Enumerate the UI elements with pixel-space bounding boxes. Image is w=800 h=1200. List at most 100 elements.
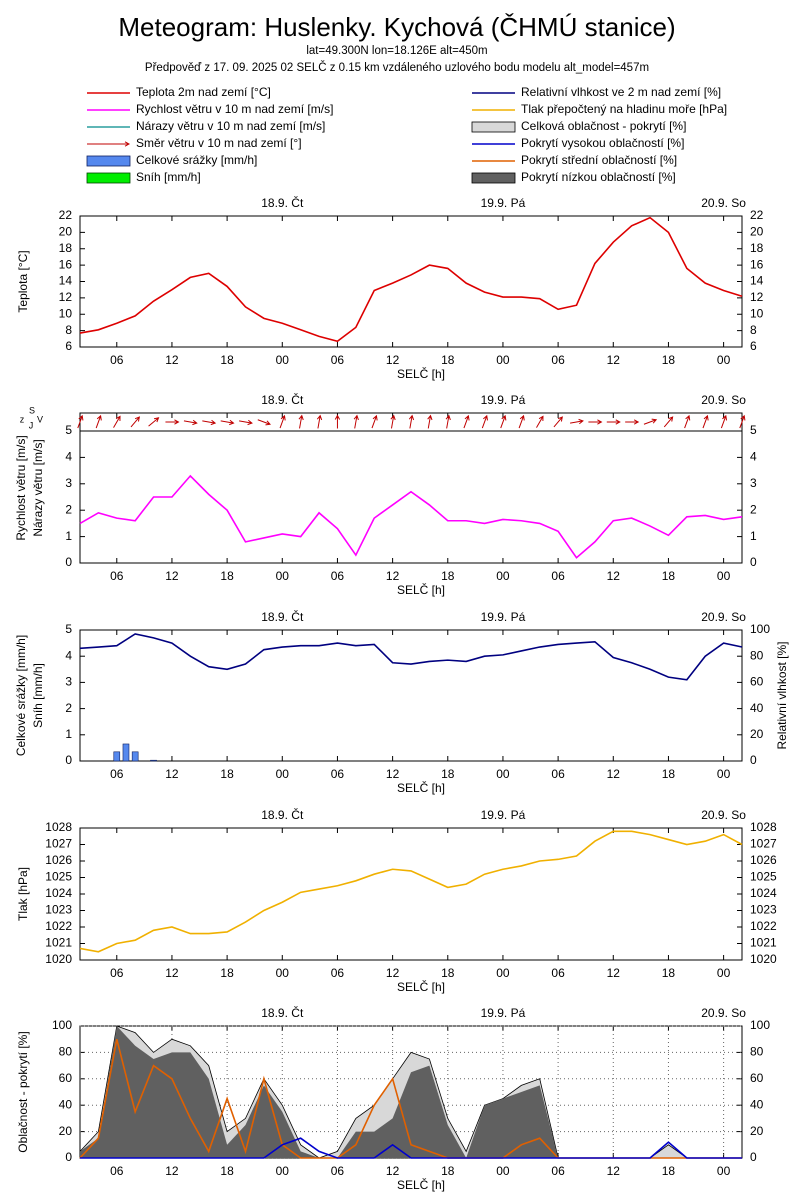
series-line	[79, 830, 743, 953]
day-label: 19.9. Pá	[481, 808, 526, 822]
day-label: 20.9. So	[701, 393, 746, 407]
y-tick-label: 5	[65, 423, 72, 437]
y-axis-label: Tlak [hPa]	[16, 867, 30, 921]
compass-e: V	[37, 414, 43, 424]
wind-arrow	[390, 414, 396, 429]
legend-label: Tlak přepočtený na hladinu moře [hPa]	[521, 102, 727, 116]
compass-s: J	[29, 420, 34, 430]
y-tick-label: 1022	[750, 919, 777, 933]
wind-arrow	[720, 414, 728, 429]
day-label: 18.9. Čt	[261, 1005, 304, 1020]
y-tick-label: 2	[65, 701, 72, 715]
legend-label: Sníh [mm/h]	[136, 170, 201, 184]
x-tick-label: 12	[607, 569, 621, 583]
y-tick-label: 1020	[750, 952, 777, 966]
y-axis-label: Oblačnost - pokrytí [%]	[16, 1031, 30, 1152]
legend-label: Rychlost větru v 10 m nad zemí [m/s]	[136, 102, 333, 116]
series-line	[79, 474, 743, 559]
x-tick-label: 06	[110, 966, 124, 980]
y-tick-label: 40	[59, 1097, 73, 1111]
y-tick-label: 3	[750, 476, 757, 490]
wind-arrow	[130, 416, 141, 428]
y-tick-label: 40	[750, 1097, 764, 1111]
wind-arrow	[739, 414, 746, 429]
x-tick-label: 06	[110, 1164, 124, 1178]
y-tick-label: 22	[59, 208, 73, 222]
x-tick-label: 06	[551, 353, 565, 367]
y-tick-label: 100	[52, 1018, 72, 1032]
x-tick-label: 06	[110, 353, 124, 367]
wind-arrow	[298, 414, 304, 429]
x-tick-label: 00	[496, 353, 510, 367]
y-tick-label: 14	[59, 274, 73, 288]
x-tick-label: 18	[220, 966, 234, 980]
legend-swatch	[86, 172, 131, 184]
x-tick-label: 12	[165, 966, 179, 980]
x-tick-label: 00	[496, 1164, 510, 1178]
y-tick-label: 14	[750, 274, 764, 288]
wind-arrow	[500, 414, 507, 429]
x-tick-label: 12	[607, 966, 621, 980]
y-axis-label: Teplota [°C]	[16, 250, 30, 312]
plot-frame	[79, 215, 743, 348]
wind-arrow	[408, 414, 415, 429]
y-tick-label: 80	[750, 1045, 764, 1059]
x-tick-label: 18	[220, 569, 234, 583]
wind-arrow	[371, 414, 378, 429]
wind-arrow	[643, 418, 658, 425]
y-tick-label: 18	[750, 241, 764, 255]
x-tick-label: 18	[662, 966, 676, 980]
y-axis-label: Sníh [mm/h]	[31, 663, 45, 728]
x-tick-label: 12	[607, 1164, 621, 1178]
y-tick-label: 1028	[45, 820, 72, 834]
y2-tick-label: 100	[750, 622, 770, 636]
precip-bar	[122, 743, 130, 762]
x-tick-label: 06	[551, 1164, 565, 1178]
y-axis-label: Nárazy větru [m/s]	[31, 439, 45, 536]
compass-n: S	[29, 405, 35, 415]
y-tick-label: 2	[750, 502, 757, 516]
y-tick-label: 1023	[750, 903, 777, 917]
x-tick-label: 12	[607, 767, 621, 781]
wind-arrow	[553, 416, 563, 428]
x-tick-label: 12	[165, 767, 179, 781]
day-label: 19.9. Pá	[481, 393, 526, 407]
x-tick-label: 06	[331, 1164, 345, 1178]
y-tick-label: 16	[750, 257, 764, 271]
x-tick-label: 00	[717, 569, 731, 583]
precip-bar	[150, 759, 157, 762]
x-tick-label: 00	[496, 966, 510, 980]
x-tick-label: 12	[165, 1164, 179, 1178]
wind-arrow	[148, 417, 160, 427]
series-line	[79, 216, 743, 343]
x-tick-label: 06	[331, 353, 345, 367]
legend-label: Relativní vlhkost ve 2 m nad zemí [%]	[521, 85, 721, 99]
y-tick-label: 20	[59, 225, 73, 239]
y-tick-label: 1027	[45, 837, 72, 851]
y-tick-label: 20	[750, 225, 764, 239]
x-tick-label: 06	[110, 569, 124, 583]
x-tick-label: 18	[220, 353, 234, 367]
legend-label: Nárazy větru v 10 m nad zemí [m/s]	[136, 119, 325, 133]
day-label: 20.9. So	[701, 610, 746, 624]
x-tick-label: 12	[386, 966, 400, 980]
x-tick-label: 18	[220, 767, 234, 781]
x-tick-label: 00	[276, 353, 290, 367]
x-tick-label: 12	[386, 569, 400, 583]
x-tick-label: 18	[662, 767, 676, 781]
y-tick-label: 0	[65, 753, 72, 767]
y-tick-label: 80	[59, 1045, 73, 1059]
y-tick-label: 18	[59, 241, 73, 255]
y-tick-label: 1	[65, 727, 72, 741]
y-tick-label: 10	[750, 306, 764, 320]
y-tick-label: 12	[750, 290, 764, 304]
x-tick-label: 00	[717, 353, 731, 367]
wind-arrow	[606, 419, 621, 425]
x-axis-label: SELČ [h]	[397, 979, 445, 994]
y-tick-label: 100	[750, 1018, 770, 1032]
wind-arrow	[183, 419, 198, 426]
legend-label: Pokrytí střední oblačností [%]	[521, 153, 677, 167]
y-tick-label: 22	[750, 208, 764, 222]
y-tick-label: 3	[65, 675, 72, 689]
